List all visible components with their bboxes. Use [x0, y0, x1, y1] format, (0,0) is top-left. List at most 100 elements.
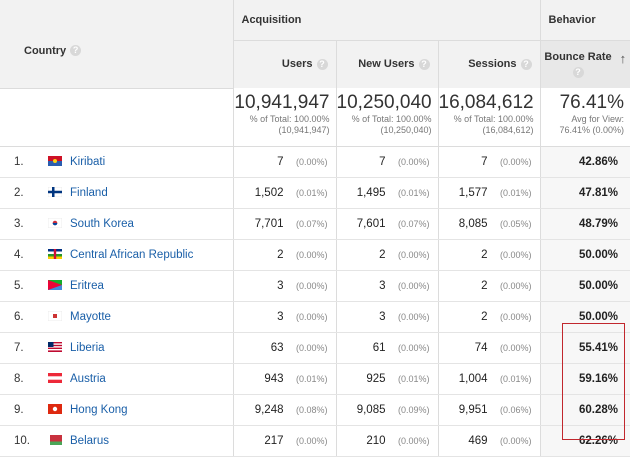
users-total-value: 10,941,947: [234, 92, 330, 113]
new-users-total: 10,250,040 % of Total: 100.00% (10,250,0…: [335, 88, 438, 147]
users-total: 10,941,947 % of Total: 100.00% (10,941,9…: [232, 88, 336, 147]
bounce-rate-value: 55.41%: [579, 341, 619, 354]
row-rank: 6.: [14, 310, 24, 323]
sessions-percent: (0.00%): [500, 280, 532, 291]
users-value: 3: [277, 310, 284, 323]
bounce-rate-value: 59.16%: [579, 372, 619, 385]
country-link[interactable]: Central African Republic: [70, 248, 194, 261]
country-link[interactable]: Mayotte: [70, 310, 111, 323]
bounce-rate-cell: 59.16%: [539, 363, 630, 395]
sessions-percent: (0.00%): [500, 435, 532, 446]
help-icon[interactable]: ?: [418, 58, 430, 70]
sessions-value: 2: [481, 279, 488, 292]
bounce-rate-value: 62.26%: [579, 434, 619, 447]
new-users-column-header[interactable]: New Users?: [335, 39, 438, 88]
new-users-percent: (0.00%): [397, 156, 430, 167]
users-percent: (0.01%): [295, 373, 328, 384]
bounce-rate-cell: 50.00%: [539, 270, 630, 302]
new-users-cell: 2 (0.00%): [335, 239, 438, 271]
users-value: 3: [277, 279, 284, 292]
bounce-rate-value: 50.00%: [579, 279, 619, 292]
new-users-cell: 210 (0.00%): [335, 425, 438, 457]
country-link[interactable]: Liberia: [70, 341, 105, 354]
sessions-value: 8,085: [458, 217, 488, 230]
sessions-total-share: % of Total: 100.00%: [453, 114, 534, 124]
sessions-value: 9,951: [458, 403, 488, 416]
users-value: 943: [264, 372, 284, 385]
help-icon[interactable]: ?: [572, 66, 584, 78]
kiribati-flag-icon: [48, 156, 62, 167]
sessions-percent: (0.00%): [500, 342, 532, 353]
row-rank: 3.: [14, 217, 24, 230]
country-column-header[interactable]: Country?: [0, 0, 233, 89]
sessions-cell: 1,577 (0.01%): [437, 177, 541, 209]
users-cell: 943 (0.01%): [232, 363, 336, 395]
country-header-label: Country: [24, 44, 67, 57]
country-link[interactable]: Austria: [70, 372, 106, 385]
users-total-share: % of Total: 100.00%: [249, 114, 330, 124]
row-rank: 1.: [14, 155, 24, 168]
sort-ascending-icon[interactable]: ↑: [619, 50, 627, 66]
new-users-percent: (0.00%): [397, 435, 430, 446]
bounce-rate-cell: 47.81%: [539, 177, 630, 209]
row-rank: 5.: [14, 279, 24, 292]
sessions-percent: (0.00%): [500, 156, 532, 167]
new-users-value: 925: [366, 372, 386, 385]
users-column-header[interactable]: Users?: [232, 39, 336, 88]
new-users-value: 210: [366, 434, 386, 447]
sessions-cell: 469 (0.00%): [437, 425, 541, 457]
sessions-value: 1,577: [458, 186, 488, 199]
users-value: 7: [277, 155, 284, 168]
new-users-percent: (0.07%): [397, 218, 430, 229]
users-cell: 7 (0.00%): [232, 146, 336, 178]
sessions-value: 469: [468, 434, 488, 447]
bounce-rate-cell: 55.41%: [539, 332, 630, 364]
south-korea-flag-icon: [47, 218, 63, 229]
sessions-column-header[interactable]: Sessions?: [437, 39, 541, 88]
sessions-percent: (0.01%): [500, 187, 532, 198]
users-cell: 3 (0.00%): [232, 301, 336, 333]
eritrea-flag-icon: [48, 280, 62, 291]
users-percent: (0.00%): [295, 249, 328, 260]
behavior-label: Behavior: [548, 14, 596, 26]
sessions-cell: 2 (0.00%): [437, 239, 541, 271]
country-link[interactable]: South Korea: [70, 217, 134, 230]
users-value: 7,701: [254, 217, 284, 230]
users-value: 1,502: [254, 186, 284, 199]
hong-kong-flag-icon: [48, 404, 62, 415]
country-link[interactable]: Hong Kong: [70, 403, 128, 416]
sessions-percent: (0.06%): [500, 404, 532, 415]
users-value: 2: [277, 248, 284, 261]
country-link[interactable]: Finland: [70, 186, 108, 199]
country-link[interactable]: Kiribati: [70, 155, 106, 168]
new-users-percent: (0.01%): [397, 187, 430, 198]
help-icon[interactable]: ?: [70, 45, 82, 57]
users-cell: 1,502 (0.01%): [232, 177, 336, 209]
new-users-percent: (0.00%): [397, 249, 430, 260]
sessions-value: 2: [481, 310, 488, 323]
table-row: 5. Eritrea 3 (0.00%) 3 (0.00%) 2 (0.00%) 50.00%: [0, 270, 630, 302]
bounce-rate-cell: 48.79%: [539, 208, 630, 240]
bounce-rate-column-header[interactable]: Bounce Rate ? ↑: [539, 39, 630, 88]
country-link[interactable]: Eritrea: [70, 279, 104, 292]
bounce-rate-value: 42.86%: [579, 155, 619, 168]
table-row: 10. Belarus 217 (0.00%) 210 (0.00%) 469 (0.00%)…: [0, 425, 630, 457]
users-cell: 9,248 (0.08%): [232, 394, 336, 426]
new-users-cell: 1,495 (0.01%): [335, 177, 438, 209]
bounce-rate-cell: 60.28%: [539, 394, 630, 426]
bounce-rate-avg-value: 76.41% (0.00%): [559, 125, 625, 135]
mayotte-flag-icon: [47, 311, 63, 322]
new-users-value: 2: [379, 248, 386, 261]
sessions-value: 7: [481, 155, 488, 168]
country-link[interactable]: Belarus: [70, 434, 109, 447]
bounce-rate-value: 60.28%: [579, 403, 619, 416]
row-rank: 10.: [14, 434, 30, 447]
table-row: 7. Liberia 63 (0.00%) 61 (0.00%) 74 (0.00%) 55.4…: [0, 332, 630, 364]
sessions-cell: 2 (0.00%): [437, 270, 541, 302]
sessions-cell: 9,951 (0.06%): [437, 394, 541, 426]
bounce-rate-header-wrap: Bounce Rate ? ↑: [541, 51, 630, 78]
help-icon[interactable]: ?: [316, 58, 328, 70]
sessions-cell: 2 (0.00%): [437, 301, 541, 333]
help-icon[interactable]: ?: [520, 58, 532, 70]
new-users-total-abs: (10,250,040): [380, 125, 432, 135]
